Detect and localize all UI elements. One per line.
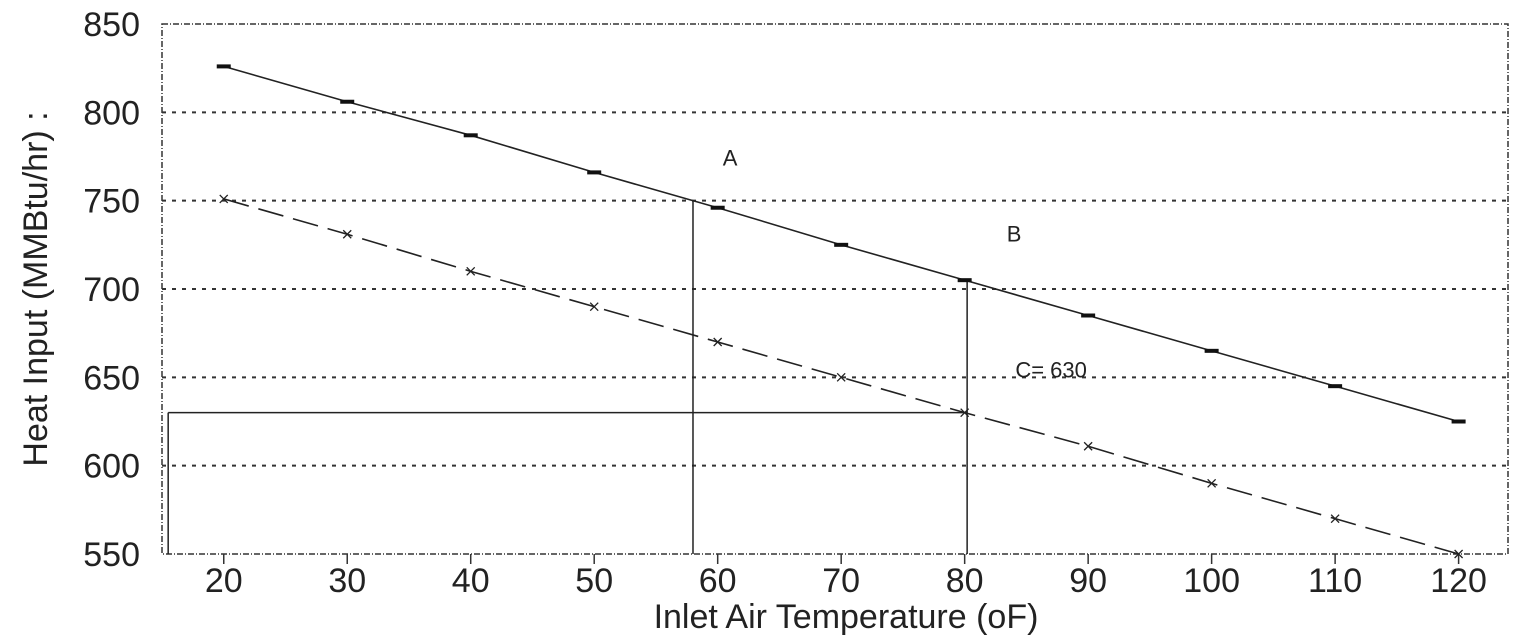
y-tick-label-850: 850 xyxy=(83,6,140,44)
y-tick-labels: 550 600 650 700 750 800 850 xyxy=(83,6,140,574)
series-1-point-90 xyxy=(1081,313,1096,318)
y-tick-label-650: 650 xyxy=(83,359,140,397)
x-tick-label-70: 70 xyxy=(822,562,860,600)
annotation-1: A xyxy=(723,145,738,170)
series-2-point-90 xyxy=(1083,441,1093,451)
y-axis-title: Heat Input (MMBtu/hr) : xyxy=(17,111,55,466)
x-tick-label-30: 30 xyxy=(328,562,366,600)
series-1-point-40 xyxy=(463,133,478,138)
gridlines xyxy=(162,111,1508,564)
series-1-point-50 xyxy=(587,170,602,175)
series-2-point-80 xyxy=(960,408,970,418)
x-tick-label-20: 20 xyxy=(205,562,243,600)
annotation-2: B xyxy=(1007,221,1022,246)
series-1-point-110 xyxy=(1328,384,1343,389)
series-2-point-40 xyxy=(466,266,476,276)
guide-lines xyxy=(167,200,968,554)
x-tick-label-40: 40 xyxy=(452,562,490,600)
series-1-point-20 xyxy=(216,64,231,69)
series-2-point-60 xyxy=(713,337,723,347)
x-tick-label-60: 60 xyxy=(699,562,737,600)
series-2-point-70 xyxy=(836,372,846,382)
x-tick-label-100: 100 xyxy=(1183,562,1240,600)
series-1-point-120 xyxy=(1451,419,1466,424)
series-1-point-70 xyxy=(834,242,849,247)
x-tick-label-120: 120 xyxy=(1430,562,1487,600)
series-2-point-20 xyxy=(219,194,229,204)
y-tick-label-700: 700 xyxy=(83,271,140,309)
annotation-3: C= 630 xyxy=(1015,357,1087,382)
x-tick-labels: 20 30 40 50 60 70 80 90 100 110 120 xyxy=(205,562,1487,600)
y-tick-label-750: 750 xyxy=(83,183,140,221)
x-tick-label-90: 90 xyxy=(1069,562,1107,600)
x-tick-label-80: 80 xyxy=(946,562,984,600)
x-tick-label-50: 50 xyxy=(575,562,613,600)
series-1-point-100 xyxy=(1204,348,1219,353)
y-tick-label-600: 600 xyxy=(83,448,140,486)
series-2-point-120 xyxy=(1454,549,1464,559)
annotations: A B C= 630 xyxy=(723,145,1087,382)
series-2-point-100 xyxy=(1207,478,1217,488)
series-2-point-50 xyxy=(589,302,599,312)
series-1-point-80 xyxy=(957,278,972,283)
series-2-point-30 xyxy=(342,229,352,239)
x-tick-label-110: 110 xyxy=(1308,562,1362,600)
y-tick-label-550: 550 xyxy=(83,536,140,574)
y-tick-label-800: 800 xyxy=(83,94,140,132)
series-lines xyxy=(223,65,1459,555)
x-axis-title: Inlet Air Temperature (oF) xyxy=(654,598,1039,636)
series-1-point-60 xyxy=(710,205,725,210)
series-markers xyxy=(216,64,1466,559)
series-2-point-110 xyxy=(1330,514,1340,524)
series-1-point-30 xyxy=(340,99,355,104)
